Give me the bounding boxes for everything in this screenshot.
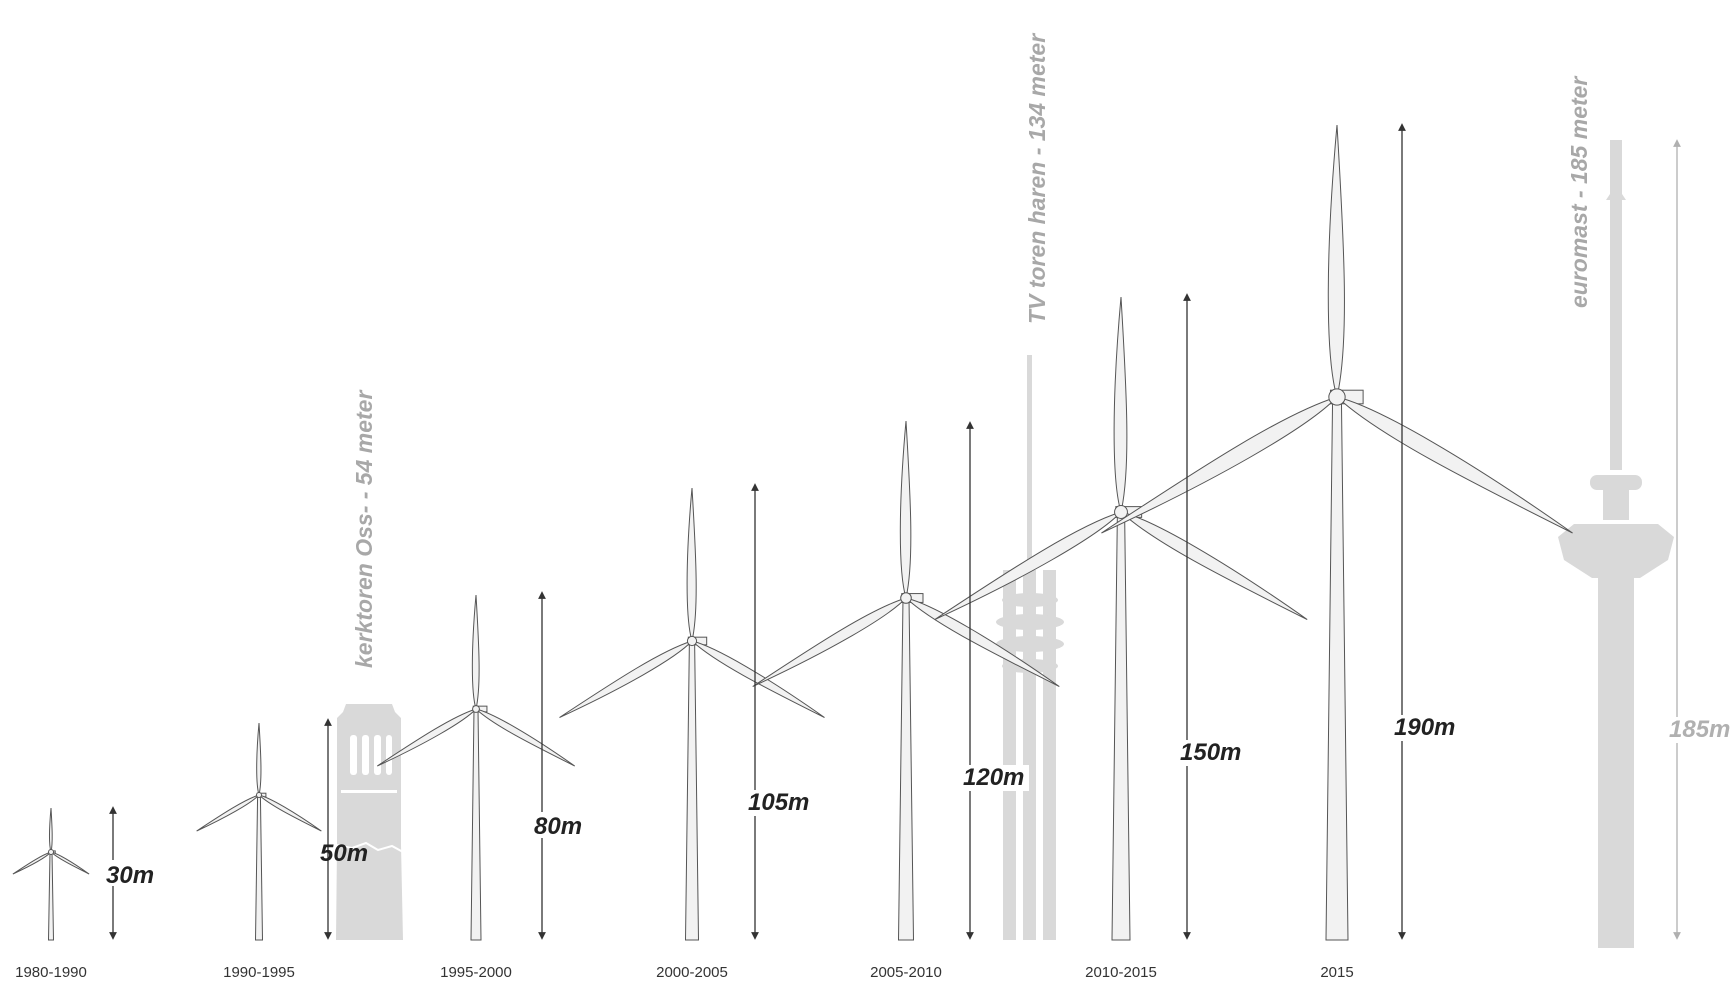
turbine-tower [684, 640, 700, 941]
turbine-blade [12, 850, 53, 875]
turbine-blade [904, 597, 1060, 687]
height-label-190m: 190m [1394, 714, 1455, 741]
turbine-blade [690, 640, 825, 718]
turbine-blade [1327, 124, 1345, 399]
wind-turbine-2010-2015 [934, 296, 1308, 941]
turbine-blade [934, 510, 1123, 620]
turbine-blade [1101, 395, 1339, 534]
turbine-blade [1113, 296, 1128, 514]
landmark-names: kerktoren Oss- - 54 meter TV toren haren… [351, 33, 1592, 668]
turbine-blade [1335, 396, 1573, 534]
church-tower-landmark [335, 704, 404, 940]
height-label-105m: 105m [748, 789, 809, 816]
turbine-hub [472, 705, 480, 713]
turbine-blade [196, 793, 261, 832]
turbine-blade [899, 420, 912, 600]
height-label-185m: 185m [1669, 716, 1730, 743]
wind-turbine-2000-2005 [559, 487, 825, 941]
height-label-120m: 120m [963, 764, 1024, 791]
turbine-hub [686, 635, 698, 647]
turbine-tower [897, 597, 915, 941]
turbine-hub [900, 592, 912, 604]
period-label-2005-2010: 2005-2010 [870, 964, 942, 981]
height-label-30m: 30m [106, 862, 154, 889]
height-labels: 30m 50m 80m 105m 120m 150m 190m 185m [104, 714, 1734, 889]
turbine-hub [48, 849, 54, 855]
period-label-1995-2000: 1995-2000 [440, 964, 512, 981]
period-label-2000-2005: 2000-2005 [656, 964, 728, 981]
turbine-tower [47, 851, 55, 941]
height-label-50m: 50m [320, 840, 368, 867]
turbine-tower [470, 708, 482, 941]
turbine-tower [1325, 396, 1349, 941]
turbines-layer [12, 124, 1573, 941]
landmark-name-kerktoren-oss: kerktoren Oss- - 54 meter [351, 390, 377, 668]
turbine-hub [256, 792, 262, 798]
period-label-2015: 2015 [1320, 964, 1353, 981]
turbine-blade [49, 851, 90, 875]
tv-tower-landmark [996, 355, 1064, 940]
wind-turbine-2015 [1101, 124, 1573, 941]
wind-turbine-1995-2000 [376, 594, 576, 941]
period-label-2010-2015: 2010-2015 [1085, 964, 1157, 981]
turbine-blade [474, 708, 576, 767]
euromast-landmark [1558, 140, 1674, 948]
turbine-blade [1119, 511, 1308, 620]
height-label-150m: 150m [1180, 739, 1241, 766]
period-labels: 1980-1990 1990-1995 1995-2000 2000-2005 … [15, 964, 1354, 981]
turbine-hub [1114, 505, 1128, 519]
turbine-blade [376, 707, 478, 767]
period-label-1990-1995: 1990-1995 [223, 964, 295, 981]
height-label-80m: 80m [534, 813, 582, 840]
turbine-blade [559, 639, 694, 718]
wind-turbine-1990-1995 [196, 722, 322, 941]
period-label-1980-1990: 1980-1990 [15, 964, 87, 981]
turbine-tower [1111, 511, 1131, 941]
landmark-name-tv-toren-haren: TV toren haren - 134 meter [1024, 33, 1050, 324]
turbine-blade [257, 794, 322, 832]
turbine-tower [254, 794, 264, 941]
wind-turbine-1980-1990 [12, 807, 90, 941]
turbine-blade [471, 594, 480, 711]
turbine-blade [256, 722, 262, 797]
turbine-hub [1328, 388, 1346, 406]
turbine-blade [686, 487, 697, 643]
turbine-blade [49, 807, 53, 854]
dimension-arrows [109, 123, 1681, 940]
turbine-blade [752, 596, 908, 687]
landmark-name-euromast: euromast - 185 meter [1566, 76, 1592, 308]
